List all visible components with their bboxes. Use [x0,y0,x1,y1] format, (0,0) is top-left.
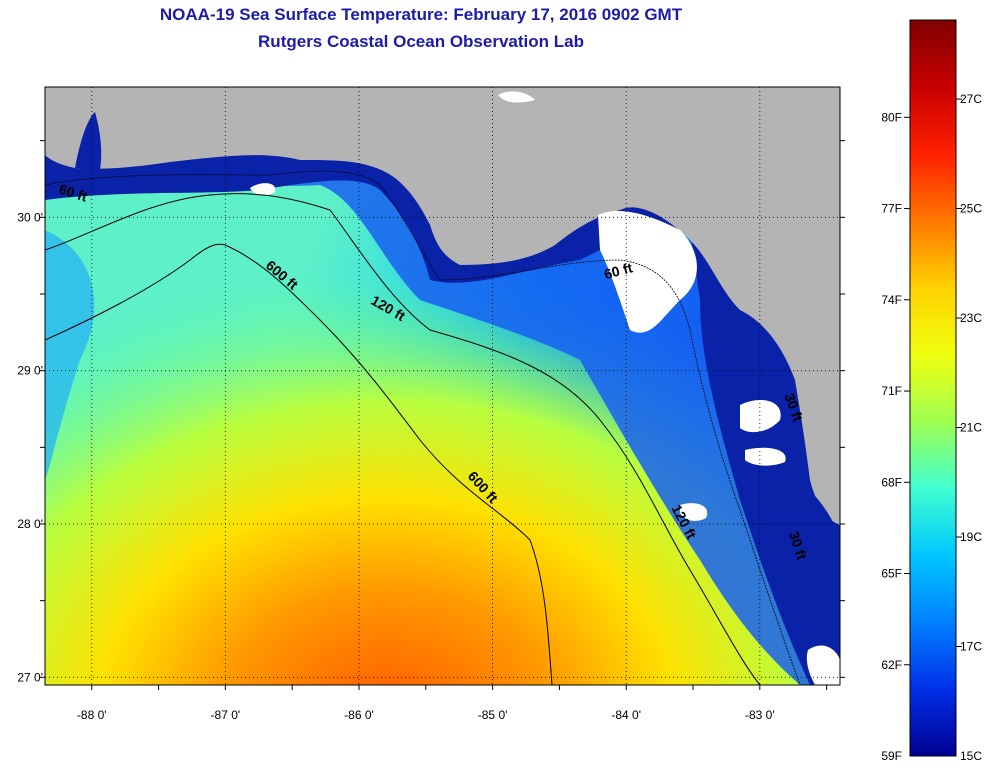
map-title: NOAA-19 Sea Surface Temperature: Februar… [159,5,683,24]
colorbar-ticks: 80F 77F 74F 71F 68F 65F 62F 59F 27C 25C 23C 21C 19C 1… [881,92,982,763]
contour-60ft [45,170,801,685]
fahrenheit-label: 65F [881,567,902,581]
lon-tick-label: -86 0' [344,708,374,722]
graticule [45,87,840,685]
celsius-label: 23C [960,311,982,325]
lon-tick-label: -84 0' [611,708,641,722]
longitude-labels: -88 0' -87 0' -86 0' -85 0' -84 0' -83 0' [77,708,775,722]
map-frame [44,86,841,686]
celsius-label: 27C [960,92,982,106]
fahrenheit-label: 74F [881,293,902,307]
latitude-labels: 30 0' 29 0' 28 0' 27 0' [17,210,43,684]
celsius-label: 21C [960,421,982,435]
axis-ticks [40,140,845,690]
lat-tick-label: 30 0' [17,210,43,224]
fahrenheit-label: 68F [881,475,902,489]
fahrenheit-label: 62F [881,658,902,672]
fahrenheit-label: 59F [881,749,902,763]
contour-600ft [45,243,553,685]
cloud-patch [806,645,840,685]
lon-tick-label: -85 0' [478,708,508,722]
cloud-patch [745,447,786,466]
fahrenheit-label: 71F [881,384,902,398]
lon-tick-label: -83 0' [745,708,775,722]
cloud-patch [250,183,276,196]
celsius-label: 15C [960,749,982,763]
tampa-bay [805,485,840,560]
fahrenheit-label: 77F [881,202,902,216]
lat-tick-label: 29 0' [17,364,43,378]
celsius-label: 17C [960,640,982,654]
fahrenheit-label: 80F [881,110,902,124]
cloud-patch [598,210,697,333]
celsius-label: 25C [960,202,982,216]
contour-120ft [45,193,761,685]
cloud-patch [740,400,781,433]
cloud-patch [498,91,535,103]
land-mass [45,87,840,525]
western-cool-patch [45,230,95,480]
contour-label: 60 ft [602,259,634,282]
lat-tick-label: 27 0' [17,670,43,684]
cloud-patch [680,503,708,521]
colorbar [909,19,957,757]
lon-tick-label: -88 0' [77,708,107,722]
map-subtitle: Rutgers Coastal Ocean Observation Lab [258,32,584,51]
celsius-label: 19C [960,530,982,544]
lat-tick-label: 28 0' [17,517,43,531]
lon-tick-label: -87 0' [211,708,241,722]
mobile-bay [75,112,102,170]
